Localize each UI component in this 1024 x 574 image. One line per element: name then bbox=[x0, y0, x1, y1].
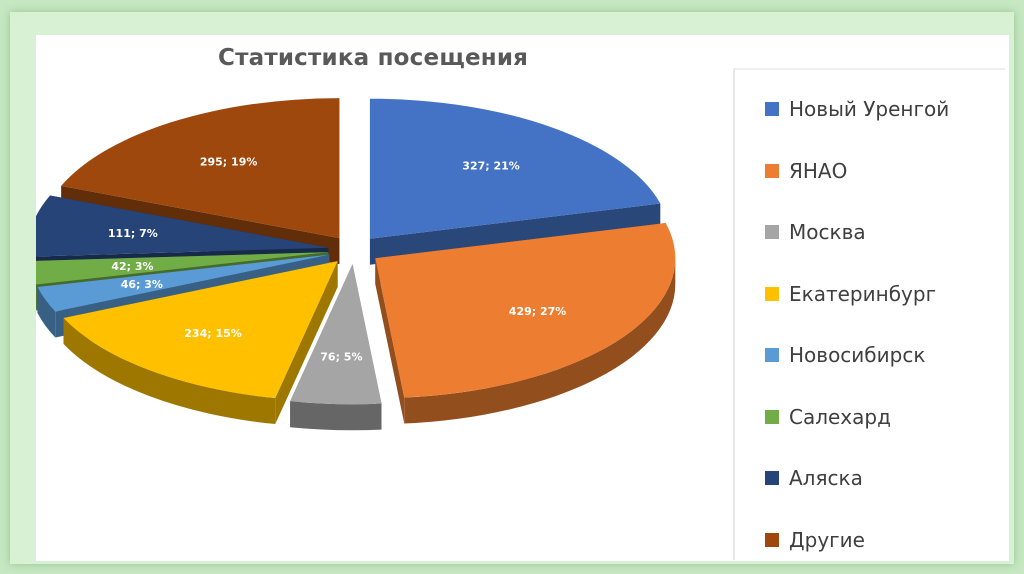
pie-slice-data-label: 46; 3% bbox=[121, 278, 163, 291]
pie-slice-data-label: 76; 5% bbox=[320, 351, 362, 364]
pie-slice-1 bbox=[369, 98, 661, 239]
legend-item: Москва bbox=[765, 219, 866, 245]
pie-slice-7 bbox=[36, 195, 329, 257]
pie-slice-wall bbox=[369, 203, 661, 265]
pie-slice-rim bbox=[63, 318, 276, 425]
legend-label: Аляска bbox=[789, 466, 863, 490]
legend-item: Другие bbox=[765, 527, 865, 553]
pie-slice-2 bbox=[375, 223, 676, 398]
legend-item: Аляска bbox=[765, 465, 863, 491]
pie-tops bbox=[36, 98, 676, 405]
pie-slice-data-label: 429; 27% bbox=[509, 305, 567, 318]
pie-slice-rim bbox=[37, 286, 56, 338]
chart-title: Статистика посещения bbox=[218, 45, 529, 71]
pie-slice-3 bbox=[290, 264, 382, 405]
legend-swatch bbox=[765, 102, 779, 116]
pie-slice-8 bbox=[61, 98, 340, 239]
legend-swatch bbox=[765, 163, 779, 178]
legend-label: Новосибирск bbox=[789, 343, 926, 367]
pie-chart: 327; 21% 429; 27% 76; 5% 234; 15% 46; 3% 42; … bbox=[36, 98, 676, 431]
pie-slice-wall bbox=[275, 261, 338, 425]
legend-item: Новосибирск bbox=[765, 342, 925, 368]
slide-frame: Статистика посещения 327; 21% 429; 27% 76;… bbox=[10, 12, 1014, 564]
chart-panel: Статистика посещения 327; 21% 429; 27% 76;… bbox=[36, 35, 1009, 561]
pie-slice-data-label: 327; 21% bbox=[462, 160, 520, 173]
pie-slice-wall bbox=[375, 258, 405, 424]
legend-swatch bbox=[765, 348, 779, 362]
pie-slice-data-label: 234; 15% bbox=[184, 327, 242, 340]
pie-slice-6 bbox=[36, 252, 329, 285]
legend-item: Екатеринбург bbox=[765, 281, 936, 307]
legend-label: Другие bbox=[789, 527, 865, 552]
legend-label: Москва bbox=[789, 220, 866, 244]
chart-legend: Новый Уренгой ЯНАО Москва Екатеринбург Новос… bbox=[733, 68, 1005, 560]
legend-swatch bbox=[765, 286, 779, 301]
pie-slice-data-label: 42; 3% bbox=[111, 260, 153, 273]
pie-slice-5 bbox=[37, 254, 330, 312]
legend-swatch bbox=[765, 225, 779, 239]
legend-item: Салехард bbox=[765, 404, 891, 430]
legend-label: ЯНАО bbox=[789, 158, 848, 183]
legend-label: Новый Уренгой bbox=[789, 97, 950, 121]
legend-swatch bbox=[765, 409, 779, 424]
pie-slice-4 bbox=[63, 261, 338, 399]
pie-slice-data-label: 111; 7% bbox=[108, 227, 158, 240]
legend-label: Салехард bbox=[789, 404, 891, 429]
legend-swatch bbox=[765, 532, 779, 547]
pie-slice-rim bbox=[290, 401, 382, 431]
pie-slice-rim bbox=[404, 258, 676, 424]
legend-item: ЯНАО bbox=[765, 158, 847, 184]
pie-slice-side bbox=[369, 203, 661, 265]
legend-item: Новый Уренгой bbox=[765, 96, 949, 122]
pie-labels: 327; 21% 429; 27% 76; 5% 234; 15% 46; 3% 42; … bbox=[108, 156, 566, 364]
legend-swatch bbox=[765, 471, 779, 485]
pie-slice-data-label: 295; 19% bbox=[200, 156, 258, 169]
legend-label: Екатеринбург bbox=[789, 281, 937, 306]
